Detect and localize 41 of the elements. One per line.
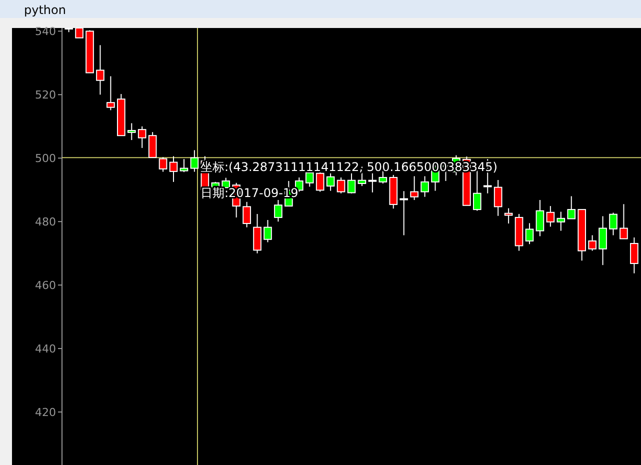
candlestick <box>567 196 576 220</box>
candlestick <box>127 122 136 141</box>
y-tick-label: 480 <box>35 215 56 228</box>
candlestick <box>169 156 178 182</box>
candlestick <box>242 201 251 228</box>
candlestick <box>536 200 544 237</box>
candlestick <box>326 172 335 192</box>
candlestick <box>222 177 230 188</box>
candlestick <box>410 176 418 201</box>
candlestick <box>180 158 188 173</box>
candlestick <box>75 28 84 38</box>
candlestick <box>336 176 346 194</box>
y-tick-label: 520 <box>35 88 56 102</box>
candlestick <box>630 236 638 274</box>
candlestick <box>546 206 555 228</box>
candlestick <box>598 216 607 266</box>
y-tick-label: 540 <box>35 25 56 38</box>
candlestick <box>347 172 356 194</box>
candlestick <box>96 44 104 96</box>
candlestick <box>400 190 408 236</box>
candlestick <box>620 204 628 240</box>
y-tick-label: 420 <box>35 406 56 419</box>
candlestick <box>556 211 566 232</box>
candlestick <box>609 212 618 236</box>
candlestick <box>368 172 377 193</box>
candlestick <box>138 126 146 148</box>
candlestick <box>420 176 429 198</box>
candlestick <box>494 180 502 216</box>
candlestick <box>253 213 262 254</box>
candlestick <box>264 220 272 243</box>
candlestick <box>148 132 157 158</box>
y-tick-label: 440 <box>35 342 56 356</box>
candlestick <box>190 150 199 172</box>
chart-title: python <box>24 3 66 17</box>
candlestick <box>525 222 534 245</box>
candlestick <box>274 200 282 222</box>
y-tick-label: 500 <box>35 152 56 165</box>
candlestick <box>158 156 168 172</box>
candlestick <box>106 76 115 111</box>
candlestick <box>588 234 596 252</box>
y-tick-label: 460 <box>35 278 56 292</box>
